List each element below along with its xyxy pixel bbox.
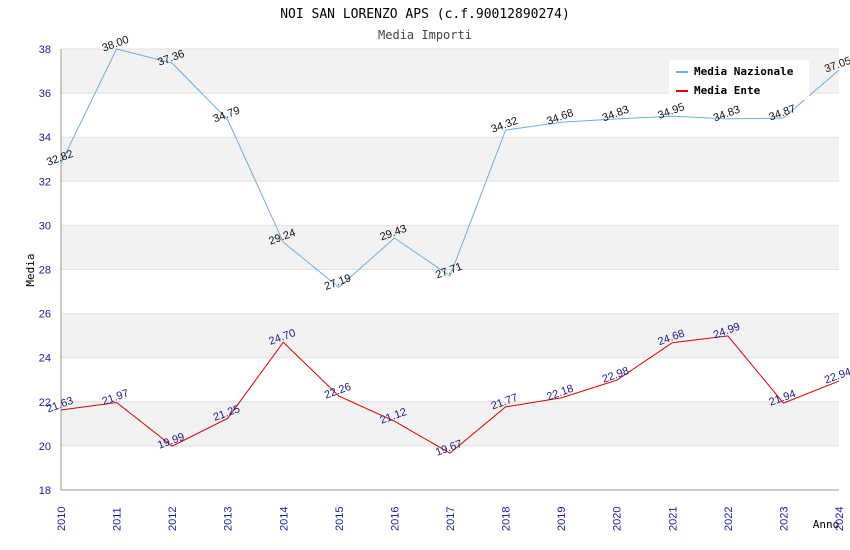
- legend-box: [669, 60, 809, 100]
- x-tick-label: 2011: [112, 507, 124, 531]
- x-tick-label: 2022: [723, 507, 735, 531]
- y-tick-label: 36: [39, 88, 51, 100]
- x-tick-label: 2015: [334, 507, 346, 531]
- y-tick-label: 24: [39, 353, 51, 365]
- plot-bands: [61, 49, 839, 446]
- legend: Media Nazionale Media Ente: [669, 60, 809, 100]
- data-label-media-nazionale: 27.19: [323, 272, 353, 293]
- x-tick-label: 2016: [389, 507, 401, 531]
- chart-subtitle: Media Importi: [378, 28, 472, 42]
- data-label-media-nazionale: 34.95: [656, 101, 686, 122]
- series-line-media-nazionale: [60, 48, 840, 289]
- data-label-media-nazionale: 34.87: [767, 103, 797, 124]
- y-tick-label: 18: [39, 485, 51, 497]
- legend-label-media-ente: Media Ente: [694, 84, 761, 97]
- x-tick-label: 2014: [278, 507, 290, 531]
- grid-band: [61, 313, 839, 358]
- y-tick-labels: 18 20 22 24 26 28 30 32 34 36 38: [39, 44, 51, 497]
- series-lines: [60, 48, 840, 454]
- y-tick-label: 32: [39, 176, 51, 188]
- x-tick-label: 2020: [612, 507, 624, 531]
- x-tick-label: 2021: [667, 507, 679, 531]
- y-tick-label: 20: [39, 441, 51, 453]
- data-label-media-nazionale: 34.68: [545, 107, 575, 128]
- y-tick-label: 26: [39, 309, 51, 321]
- data-label-media-nazionale: 34.83: [601, 104, 631, 125]
- legend-label-media-nazionale: Media Nazionale: [694, 65, 794, 78]
- x-tick-label: 2013: [223, 507, 235, 531]
- y-tick-label: 38: [39, 44, 51, 56]
- grid-band: [61, 137, 839, 182]
- x-tick-label: 2010: [56, 507, 68, 531]
- y-tick-label: 22: [39, 397, 51, 409]
- y-tick-label: 34: [39, 132, 51, 144]
- series-line-media-ente: [60, 335, 840, 454]
- data-label-media-ente: 22.94: [823, 366, 850, 387]
- x-tick-label: 2018: [501, 507, 513, 531]
- x-tick-label: 2023: [778, 507, 790, 531]
- x-axis-label: Anno: [813, 518, 840, 531]
- data-label-media-nazionale: 34.83: [712, 104, 742, 125]
- grid-band: [61, 401, 839, 446]
- data-label-media-ente: 22.18: [545, 383, 575, 404]
- x-tick-label: 2012: [167, 507, 179, 531]
- grid-lines: [61, 48, 839, 491]
- x-tick-label: 2024: [834, 507, 846, 531]
- y-axis-label: Media: [24, 253, 37, 286]
- grid-band: [61, 225, 839, 270]
- data-label-media-ente: 22.98: [601, 365, 631, 386]
- x-tick-label: 2017: [445, 507, 457, 531]
- data-label-media-ente: 22.26: [323, 381, 353, 402]
- y-tick-label: 28: [39, 265, 51, 277]
- x-tick-labels: 2010 2011 2012 2013 2014 2015 2016 2017 2018 2019…: [56, 507, 846, 531]
- y-tick-label: 30: [39, 220, 51, 232]
- chart-title: NOI SAN LORENZO APS (c.f.90012890274): [280, 7, 570, 22]
- x-tick-label: 2019: [556, 507, 568, 531]
